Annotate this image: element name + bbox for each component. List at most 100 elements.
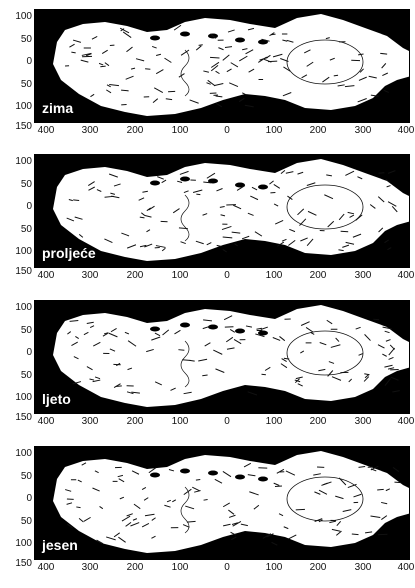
current-vector	[301, 74, 308, 79]
current-vector	[127, 367, 133, 371]
current-vector	[335, 495, 344, 500]
current-vector	[310, 332, 315, 335]
current-vector	[126, 46, 133, 53]
current-vector	[165, 98, 173, 101]
current-vector	[168, 469, 175, 472]
current-vector	[370, 468, 377, 472]
current-vector	[102, 332, 109, 337]
y-tick-label: 100	[15, 538, 32, 549]
current-vector	[203, 70, 209, 73]
current-vector	[231, 536, 237, 541]
current-vector	[216, 103, 223, 108]
current-vector	[161, 179, 167, 184]
x-tick-label: 200	[309, 416, 327, 427]
current-vector	[121, 515, 131, 522]
x-tick-label: 100	[171, 125, 189, 136]
current-vector	[329, 57, 335, 61]
current-vector	[245, 49, 254, 55]
current-vector	[384, 378, 391, 386]
x-tick-label: 300	[354, 562, 372, 573]
current-vector	[266, 54, 271, 59]
current-vector	[154, 332, 161, 337]
current-vector	[161, 247, 166, 252]
current-vector	[377, 488, 384, 491]
current-vector	[251, 186, 258, 191]
current-vector	[215, 70, 220, 75]
current-vector	[145, 68, 151, 70]
current-vector	[66, 248, 72, 251]
current-vector	[207, 79, 216, 87]
current-vector	[247, 391, 258, 396]
current-vector	[392, 466, 400, 473]
current-vector	[274, 219, 284, 225]
y-tick-label: 100	[15, 448, 32, 459]
current-vector	[144, 243, 153, 248]
current-vector	[162, 329, 170, 336]
current-vector	[358, 353, 363, 356]
current-vector	[242, 92, 247, 96]
current-vector	[336, 521, 342, 526]
current-vector	[299, 218, 307, 226]
current-vector	[264, 366, 271, 371]
current-vector	[247, 212, 254, 216]
current-vector	[143, 497, 149, 501]
current-vector	[276, 468, 285, 474]
current-vector	[327, 220, 335, 228]
current-vector	[382, 72, 389, 76]
y-tick-label: 50	[20, 34, 32, 45]
current-vector	[233, 339, 242, 345]
sea-area	[53, 305, 409, 407]
current-vector	[244, 104, 254, 108]
current-vector	[141, 486, 147, 491]
current-vector	[172, 499, 177, 503]
current-vector	[380, 52, 388, 55]
current-vector	[231, 231, 241, 234]
current-vector	[210, 61, 220, 68]
current-vector	[73, 356, 79, 360]
current-vector	[370, 94, 379, 97]
current-vector	[180, 49, 190, 56]
current-vector	[258, 56, 267, 63]
current-vector	[71, 341, 78, 346]
x-tick-label: 400	[37, 270, 55, 281]
current-vector	[116, 362, 121, 367]
current-vector	[88, 186, 95, 191]
current-vector	[121, 89, 129, 92]
current-vector	[144, 513, 155, 517]
y-tick-label: 0	[26, 347, 32, 358]
island	[150, 180, 160, 186]
current-vector	[183, 488, 192, 496]
map-svg	[35, 301, 409, 413]
current-vector	[272, 53, 283, 58]
contour-line	[180, 194, 190, 242]
season-label: jesen	[42, 537, 78, 553]
current-vector	[139, 216, 145, 219]
current-vector	[68, 199, 73, 202]
current-vector	[213, 82, 224, 87]
current-vector	[122, 31, 132, 38]
current-vector	[104, 62, 110, 67]
current-vector	[321, 482, 328, 486]
y-tick-label: 50	[20, 179, 32, 190]
current-vector	[381, 515, 388, 520]
current-vector	[387, 247, 392, 251]
current-vector	[226, 347, 235, 350]
x-tick-label: 300	[81, 416, 99, 427]
current-vector	[306, 238, 314, 247]
contour-line	[180, 49, 190, 97]
gyre-outline	[286, 39, 364, 85]
current-vector	[153, 87, 164, 93]
current-vector	[387, 201, 397, 207]
current-vector	[111, 195, 120, 199]
current-vector	[186, 520, 196, 523]
current-vector	[72, 381, 82, 385]
current-vector	[281, 358, 287, 362]
current-vector	[349, 214, 355, 218]
current-vector	[117, 474, 124, 478]
island	[180, 31, 190, 37]
current-vector	[213, 349, 223, 355]
current-vector	[202, 325, 210, 330]
x-tick-label: 300	[354, 125, 372, 136]
current-vector	[231, 522, 238, 525]
y-tick-label: 150	[15, 412, 32, 423]
